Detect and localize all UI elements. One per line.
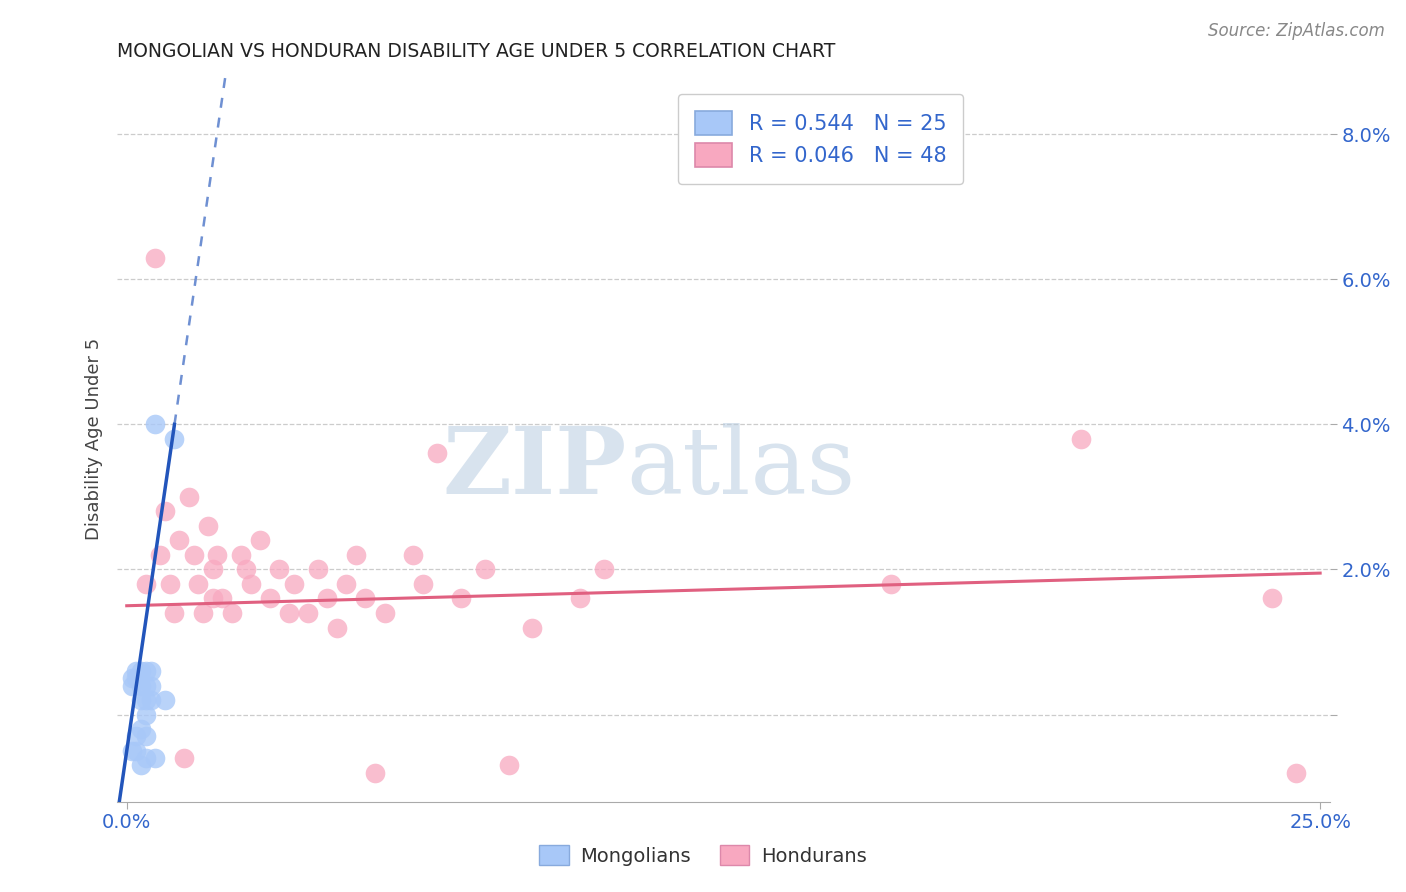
Point (139, 679, 162, 693)
Point (201, 562, 224, 576)
Point (207, 548, 229, 562)
Y-axis label: Disability Age Under 5: Disability Age Under 5 (86, 338, 103, 540)
Text: atlas: atlas (627, 423, 856, 513)
Legend: R = 0.544   N = 25, R = 0.046   N = 48: R = 0.544 N = 25, R = 0.046 N = 48 (678, 94, 963, 184)
Point (259, 591, 281, 606)
Point (278, 606, 301, 620)
Point (450, 591, 472, 606)
Point (129, 679, 152, 693)
Point (129, 693, 152, 707)
Point (149, 548, 172, 562)
Point (1261, 591, 1284, 606)
Point (307, 562, 329, 576)
Point (121, 679, 143, 693)
Point (1285, 765, 1308, 780)
Point (249, 533, 271, 548)
Point (135, 693, 157, 707)
Point (498, 758, 520, 772)
Point (269, 562, 291, 576)
Point (145, 251, 167, 265)
Point (159, 577, 181, 591)
Point (335, 577, 357, 591)
Point (239, 577, 262, 591)
Point (153, 693, 176, 707)
Point (173, 751, 195, 765)
Point (121, 671, 143, 685)
Point (129, 722, 152, 736)
Point (354, 591, 377, 606)
Point (135, 729, 157, 743)
Point (183, 548, 205, 562)
Point (129, 758, 152, 772)
Point (283, 577, 305, 591)
Legend: Mongolians, Hondurans: Mongolians, Hondurans (531, 838, 875, 873)
Text: ZIP: ZIP (443, 423, 627, 513)
Point (1070, 432, 1092, 446)
Point (125, 729, 148, 743)
Point (344, 548, 367, 562)
Point (879, 577, 901, 591)
Point (201, 591, 224, 606)
Point (125, 744, 148, 758)
Point (135, 679, 157, 693)
Point (135, 707, 157, 722)
Point (125, 664, 148, 678)
Point (139, 693, 162, 707)
Point (593, 562, 616, 576)
Point (373, 606, 395, 620)
Point (297, 606, 319, 620)
Point (121, 744, 143, 758)
Text: Source: ZipAtlas.com: Source: ZipAtlas.com (1208, 22, 1385, 40)
Point (135, 664, 157, 678)
Point (211, 591, 233, 606)
Point (135, 751, 157, 765)
Point (163, 606, 186, 620)
Text: MONGOLIAN VS HONDURAN DISABILITY AGE UNDER 5 CORRELATION CHART: MONGOLIAN VS HONDURAN DISABILITY AGE UND… (117, 42, 835, 61)
Point (569, 591, 592, 606)
Point (177, 490, 200, 504)
Point (167, 533, 190, 548)
Point (191, 606, 214, 620)
Point (364, 765, 387, 780)
Point (145, 417, 167, 432)
Point (197, 519, 219, 533)
Point (221, 606, 243, 620)
Point (326, 620, 349, 634)
Point (153, 504, 176, 518)
Point (235, 562, 257, 576)
Point (139, 664, 162, 678)
Point (135, 577, 157, 591)
Point (402, 548, 425, 562)
Point (412, 577, 434, 591)
Point (145, 751, 167, 765)
Point (426, 446, 449, 460)
Point (129, 664, 152, 678)
Point (522, 620, 544, 634)
Point (125, 671, 148, 685)
Point (231, 548, 253, 562)
Point (474, 562, 496, 576)
Point (163, 432, 186, 446)
Point (187, 577, 209, 591)
Point (316, 591, 339, 606)
